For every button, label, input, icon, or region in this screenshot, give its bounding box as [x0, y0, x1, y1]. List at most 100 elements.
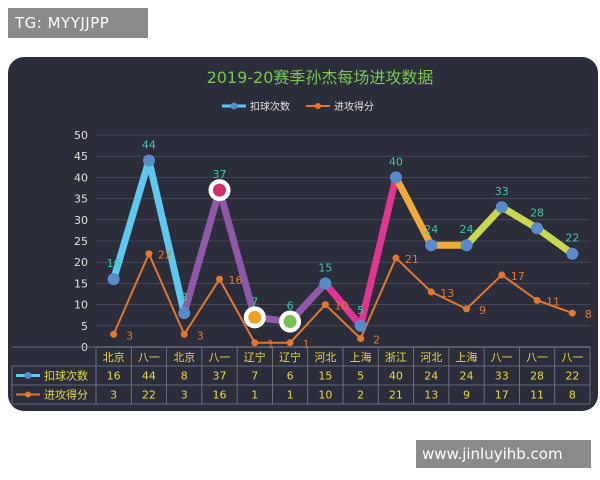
y-tick-label: 40	[74, 171, 88, 184]
series1-data-label: 8	[181, 291, 188, 304]
category-label: 上海	[456, 350, 478, 364]
series2-data-label: 10	[334, 300, 348, 313]
series2-data-label: 13	[440, 287, 454, 300]
series1-data-label: 16	[107, 257, 121, 270]
category-label: 北京	[103, 350, 125, 364]
table-series2-marker	[25, 391, 31, 398]
series2-point	[427, 288, 435, 296]
table-series2-name: 进攻得分	[44, 388, 88, 402]
table-series2-value: 8	[569, 389, 576, 402]
series2-data-label: 11	[546, 295, 560, 308]
table-series2-value: 13	[424, 389, 438, 402]
table-series1-value: 33	[495, 370, 509, 383]
series2-data-label: 16	[229, 274, 243, 287]
category-label: 浙江	[385, 351, 407, 364]
series1-data-label: 15	[318, 261, 332, 274]
y-tick-label: 5	[81, 320, 88, 333]
table-series2-value: 3	[181, 389, 188, 402]
category-label: 上海	[350, 350, 372, 364]
y-tick-label: 15	[74, 277, 88, 290]
category-label: 辽宁	[279, 350, 301, 364]
table-series1-value: 16	[107, 370, 121, 383]
series1-point	[283, 315, 297, 329]
table-series1-marker	[24, 372, 32, 379]
table-series2-value: 17	[495, 389, 509, 402]
y-tick-label: 10	[74, 299, 88, 312]
series1-data-label: 6	[287, 300, 294, 313]
category-label: 辽宁	[244, 350, 266, 364]
table-series1-value: 40	[389, 370, 403, 383]
series1-segment	[145, 156, 188, 317]
category-label: 八一	[526, 351, 548, 364]
series1-data-label: 44	[142, 138, 156, 151]
table-series1-value: 5	[357, 370, 364, 383]
series2-data-label: 21	[405, 253, 419, 266]
series2-data-label: 1	[267, 338, 274, 351]
legend-label-series2: 进攻得分	[334, 100, 374, 113]
series2-point	[286, 339, 294, 347]
series1-data-label: 40	[389, 155, 403, 168]
series1-point	[531, 222, 544, 235]
table-series2-value: 3	[110, 389, 117, 402]
series2-point	[357, 335, 365, 343]
table-series2-value: 21	[389, 389, 403, 402]
table-series1-value: 44	[142, 370, 156, 383]
table-series1-name: 扣球次数	[44, 369, 88, 383]
legend: 扣球次数 进攻得分	[222, 100, 374, 113]
series1-point	[213, 183, 226, 197]
series1-segment	[110, 156, 153, 283]
series1-point	[354, 319, 367, 332]
series1-segment	[180, 186, 223, 317]
series1-data-label: 24	[460, 223, 474, 236]
series1-point	[566, 247, 579, 260]
series2-data-label: 3	[197, 329, 204, 342]
table-series1-value: 24	[460, 370, 474, 383]
series1-data-label: 37	[213, 168, 227, 181]
series2-data-label: 9	[479, 304, 486, 317]
table-series2-value: 9	[463, 389, 470, 402]
series1-data-label: 24	[424, 223, 438, 236]
series2-data-label: 22	[158, 249, 172, 262]
table-series2-value: 11	[530, 389, 544, 402]
series2-point	[498, 271, 506, 279]
series1-data-label: 22	[565, 232, 579, 245]
table-series1-value: 24	[424, 370, 438, 383]
table-series2-value: 1	[251, 389, 258, 402]
series1-point	[319, 277, 332, 290]
watermark-top-left: TG: MYYJJPP	[8, 8, 148, 38]
legend-label-series1: 扣球次数	[250, 100, 290, 113]
category-label: 八一	[138, 351, 160, 364]
series2-data-label: 17	[511, 270, 525, 283]
table-series1-value: 22	[565, 370, 579, 383]
table-series1-value: 6	[287, 370, 294, 383]
y-tick-label: 30	[74, 214, 88, 227]
category-label: 河北	[314, 351, 336, 364]
series1-data-label: 28	[530, 206, 544, 219]
watermark-bottom-right: www.jinluyihb.com	[416, 440, 591, 468]
series2-point	[392, 254, 400, 262]
series1-point	[142, 154, 155, 167]
category-label: 河北	[420, 351, 442, 364]
y-tick-label: 0	[81, 341, 88, 354]
series2-point	[216, 275, 223, 283]
table-series2-value: 16	[213, 389, 227, 402]
series1-data-label: 5	[357, 304, 364, 317]
y-tick-label: 50	[74, 129, 88, 142]
y-tick-label: 45	[74, 150, 88, 163]
series1-segment	[498, 203, 541, 232]
category-label: 八一	[209, 351, 231, 364]
chart-title: 2019-20赛季孙杰每场进攻数据	[207, 68, 434, 87]
series2-point	[251, 339, 259, 347]
y-tick-label: 25	[74, 235, 88, 248]
y-tick-label: 20	[74, 256, 88, 269]
series1-segment	[463, 203, 506, 249]
series1-data-label: 7	[251, 295, 258, 308]
series1-data-label: 33	[495, 185, 509, 198]
series2-data-label: 3	[126, 329, 133, 342]
category-label: 北京	[173, 350, 195, 364]
series1-point	[460, 239, 473, 252]
y-tick-label: 35	[74, 193, 88, 206]
table-series1-value: 28	[530, 370, 544, 383]
category-label: 八一	[491, 351, 513, 364]
